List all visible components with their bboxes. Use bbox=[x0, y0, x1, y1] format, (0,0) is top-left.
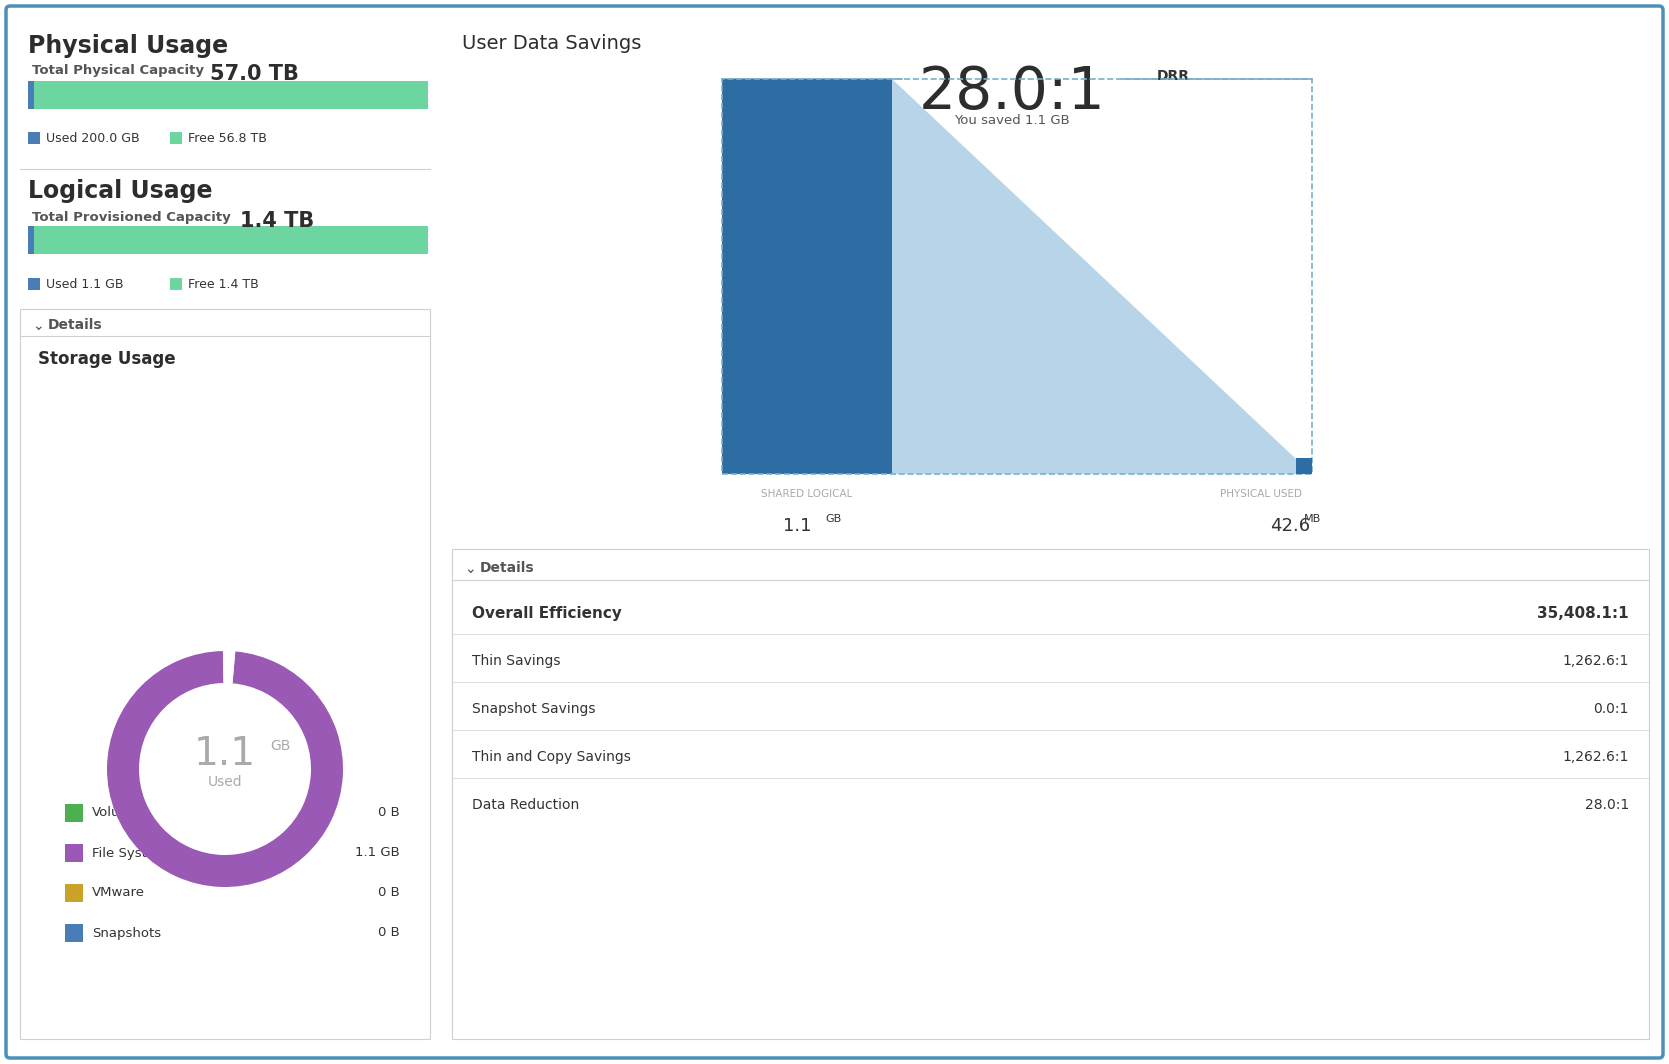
Text: Used: Used bbox=[207, 775, 242, 789]
Text: Data Reduction: Data Reduction bbox=[472, 798, 579, 812]
Bar bbox=[170, 132, 182, 144]
Bar bbox=[65, 844, 83, 862]
Bar bbox=[65, 924, 83, 942]
Text: 1.1: 1.1 bbox=[194, 735, 255, 774]
Text: GB: GB bbox=[824, 514, 841, 523]
Text: Thin and Copy Savings: Thin and Copy Savings bbox=[472, 750, 631, 764]
Text: Storage Usage: Storage Usage bbox=[38, 350, 175, 368]
Text: 1.1 GB: 1.1 GB bbox=[355, 847, 401, 860]
Wedge shape bbox=[107, 651, 344, 887]
Text: PHYSICAL USED: PHYSICAL USED bbox=[1220, 489, 1302, 499]
Text: Free 56.8 TB: Free 56.8 TB bbox=[189, 132, 267, 145]
Text: Total Provisioned Capacity: Total Provisioned Capacity bbox=[32, 211, 230, 225]
Text: ⌄: ⌄ bbox=[32, 319, 43, 333]
Text: ⌄: ⌄ bbox=[464, 562, 476, 576]
Text: Volumes: Volumes bbox=[92, 807, 149, 819]
Text: 28.0:1: 28.0:1 bbox=[918, 64, 1105, 121]
Wedge shape bbox=[224, 651, 225, 683]
Text: 42.6: 42.6 bbox=[1270, 517, 1310, 535]
Text: 0 B: 0 B bbox=[379, 927, 401, 940]
Text: Snapshot Savings: Snapshot Savings bbox=[472, 702, 596, 716]
Text: 1,262.6:1: 1,262.6:1 bbox=[1562, 654, 1629, 668]
Text: Used 1.1 GB: Used 1.1 GB bbox=[47, 278, 124, 290]
Text: File Systems: File Systems bbox=[92, 847, 175, 860]
Bar bbox=[1297, 458, 1312, 473]
Bar bbox=[28, 226, 33, 254]
Text: Overall Efficiency: Overall Efficiency bbox=[472, 606, 623, 621]
Text: Physical Usage: Physical Usage bbox=[28, 34, 229, 59]
Text: 1,262.6:1: 1,262.6:1 bbox=[1562, 750, 1629, 764]
Text: You saved 1.1 GB: You saved 1.1 GB bbox=[955, 114, 1070, 127]
Text: 0.0:1: 0.0:1 bbox=[1594, 702, 1629, 716]
Text: MB: MB bbox=[1303, 514, 1322, 523]
Text: Details: Details bbox=[48, 318, 102, 332]
Bar bbox=[170, 278, 182, 290]
Bar bbox=[28, 278, 40, 290]
Text: User Data Savings: User Data Savings bbox=[462, 34, 641, 53]
Text: 1.1: 1.1 bbox=[783, 517, 811, 535]
Text: Used 200.0 GB: Used 200.0 GB bbox=[47, 132, 140, 145]
Bar bbox=[723, 79, 891, 473]
Text: Snapshots: Snapshots bbox=[92, 927, 162, 940]
Text: Logical Usage: Logical Usage bbox=[28, 179, 212, 203]
Polygon shape bbox=[891, 79, 1312, 473]
Text: Total Physical Capacity: Total Physical Capacity bbox=[32, 64, 204, 77]
Bar bbox=[28, 81, 427, 109]
Text: SHARED LOGICAL: SHARED LOGICAL bbox=[761, 489, 853, 499]
FancyBboxPatch shape bbox=[452, 549, 1649, 1040]
Text: 57.0 TB: 57.0 TB bbox=[210, 64, 299, 84]
Text: 35,408.1:1: 35,408.1:1 bbox=[1537, 606, 1629, 621]
Bar bbox=[28, 226, 427, 254]
Text: 28.0:1: 28.0:1 bbox=[1586, 798, 1629, 812]
Bar bbox=[28, 81, 33, 109]
Text: 0 B: 0 B bbox=[379, 807, 401, 819]
FancyBboxPatch shape bbox=[20, 309, 431, 1040]
Text: 1.4 TB: 1.4 TB bbox=[240, 211, 314, 231]
Text: 0 B: 0 B bbox=[379, 886, 401, 899]
Text: VMware: VMware bbox=[92, 886, 145, 899]
Bar bbox=[65, 884, 83, 902]
Text: Free 1.4 TB: Free 1.4 TB bbox=[189, 278, 259, 290]
Text: DRR: DRR bbox=[1157, 69, 1190, 83]
Text: Details: Details bbox=[481, 561, 534, 575]
Bar bbox=[28, 132, 40, 144]
Wedge shape bbox=[225, 651, 235, 683]
Bar bbox=[65, 804, 83, 822]
Text: GB: GB bbox=[270, 739, 290, 753]
Text: Thin Savings: Thin Savings bbox=[472, 654, 561, 668]
